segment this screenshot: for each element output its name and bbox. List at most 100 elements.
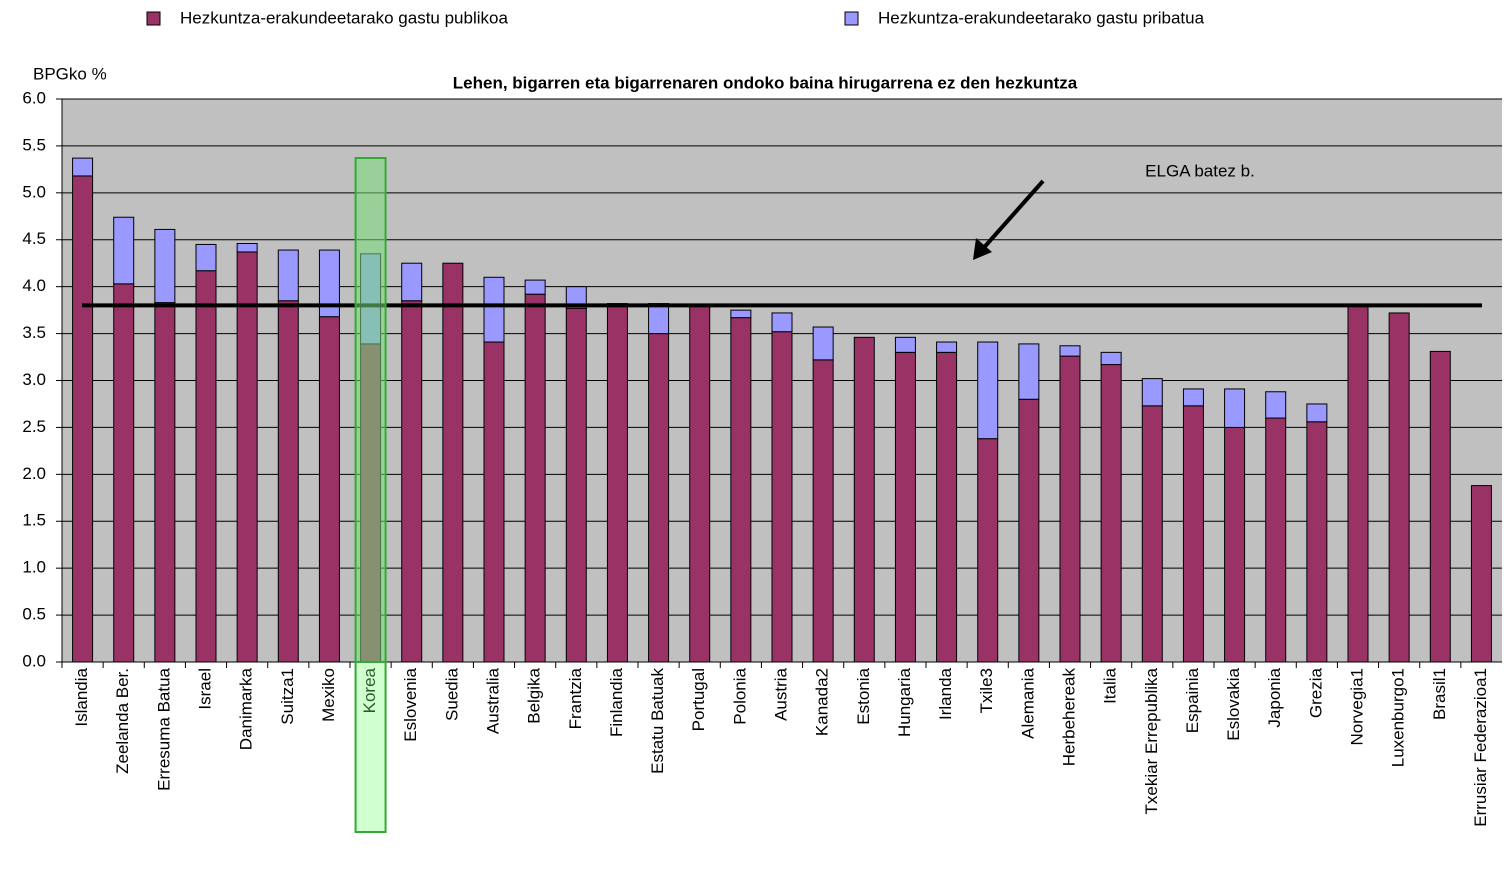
y-tick-label: 5.5 [22,135,46,154]
bar-segment [72,157,94,177]
x-tick-label: Grezia [1306,667,1325,718]
x-tick-label: Txekiar Errepublika [1142,667,1161,814]
bar-segment [524,293,546,663]
x-tick-label: Suitza1 [278,668,297,725]
y-tick-label: 3.0 [22,370,46,389]
bar-segment [1224,426,1246,663]
y-tick-label: 6.0 [22,88,46,107]
x-tick-label: Belgika [525,667,544,723]
arrow-shaft [978,179,1045,254]
bar-segment [1470,485,1492,663]
bar-segment [1059,355,1081,663]
bar-segment [1100,351,1122,366]
bar-segment [401,300,423,663]
bar-segment [1100,364,1122,663]
x-tick-label: Estatu Batuak [648,668,667,774]
x-tick-label: Austria [771,667,790,720]
bar-segment [318,316,340,663]
x-tick-label: Zeelanda Ber. [113,668,132,774]
x-tick-label: Luxenburgo1 [1389,668,1408,767]
bar-segment [1141,378,1163,407]
legend-swatch [146,11,161,26]
x-tick-label: Polonia [730,667,749,724]
bar-segment [401,262,423,302]
bar-segment [277,249,299,302]
y-tick-label: 0.5 [22,605,46,624]
x-tick-label: Norvegia1 [1347,668,1366,746]
x-tick-label: Eslovenia [401,667,420,741]
bar-segment [977,438,999,663]
bar-segment [565,286,587,309]
bar-segment [524,279,546,295]
legend-swatch [844,11,859,26]
bar-segment [894,351,916,663]
x-tick-label: Estonia [854,667,873,724]
bar-segment [1306,403,1328,423]
x-tick-label: Frantzia [566,667,585,729]
x-tick-label: Italia [1101,667,1120,703]
y-tick-label: 2.0 [22,464,46,483]
y-tick-label: 1.0 [22,558,46,577]
x-tick-label: Mexiko [319,668,338,722]
y-tick-label: 0.0 [22,651,46,670]
x-tick-label: Portugal [689,668,708,731]
bar-segment [483,341,505,663]
bar-segment [606,303,628,663]
x-tick-label: Suedia [442,667,461,720]
bar-segment [565,307,587,663]
x-tick-label: Brasil1 [1430,668,1449,720]
bar-segment [977,341,999,440]
x-tick-label: Irlanda [936,667,955,720]
x-tick-label: Hungaria [895,667,914,737]
bar-segment [812,359,834,663]
y-tick-label: 3.5 [22,323,46,342]
bar-segment [1018,343,1040,400]
bar-segment [113,283,135,663]
x-tick-label: Eslovakia [1224,667,1243,740]
bar-segment [1182,388,1204,407]
x-tick-label: Espainia [1183,667,1202,733]
bar-segment [812,326,834,361]
bar-segment [154,228,176,304]
x-tick-label: Alemania [1018,667,1037,738]
x-tick-label: Danimarka [237,667,256,750]
bar-segment [318,249,340,318]
bar-segment [853,336,875,663]
x-tick-label: Herbehereak [1059,668,1078,767]
bar-segment [1265,417,1287,663]
y-tick-label: 4.0 [22,276,46,295]
bar-segment [236,243,258,253]
x-tick-label: Japonia [1265,667,1284,727]
bar-segment [277,300,299,663]
bar-segment [1018,398,1040,663]
bar-segment [689,304,711,663]
bar-segment [1059,345,1081,357]
x-tick-label: Korea [360,667,379,713]
bar-segment [936,351,958,663]
bar-segment [771,312,793,333]
legend-label: Hezkuntza-erakundeetarako gastu publikoa [180,8,508,27]
chart-title: Lehen, bigarren eta bigarrenaren ondoko … [453,73,1078,92]
x-tick-label: Finlandia [607,667,626,737]
y-axis-label: BPGko % [33,64,107,83]
bar-segment [730,309,752,319]
bar-segment [1306,421,1328,663]
bar-segment [1265,391,1287,419]
bar-segment [442,262,464,663]
x-tick-label: Australia [483,667,502,734]
bar-segment [1347,304,1369,663]
bar-segment [648,303,670,335]
bar-segment [771,331,793,663]
x-tick-label: Kanada2 [813,668,832,736]
bar-segment [1141,405,1163,663]
bar-segment [113,216,135,285]
y-tick-label: 1.5 [22,511,46,530]
y-tick-label: 4.5 [22,229,46,248]
reference-label: ELGA batez b. [1145,161,1255,180]
bar-segment [1388,312,1410,663]
bar-segment [894,336,916,353]
bar-segment [236,251,258,663]
bar-segment [648,333,670,663]
highlight-box [354,157,387,663]
x-tick-label: Israel [195,668,214,710]
